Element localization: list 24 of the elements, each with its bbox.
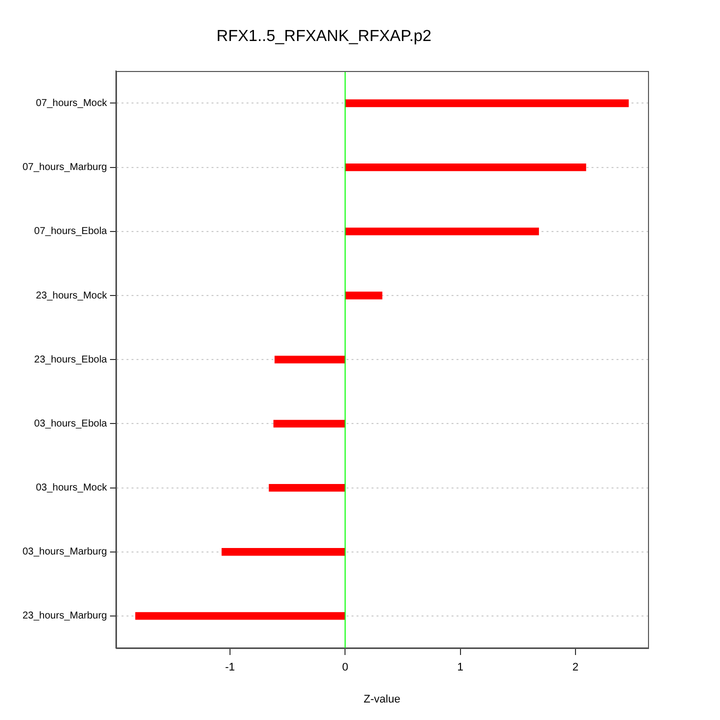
y-tick-label: 07_hours_Marburg bbox=[22, 162, 107, 174]
bar bbox=[135, 612, 345, 620]
bar bbox=[345, 228, 539, 236]
bar bbox=[222, 548, 345, 556]
y-tick-label: 03_hours_Ebola bbox=[34, 418, 108, 430]
y-tick-label: 07_hours_Mock bbox=[36, 98, 108, 109]
y-tick-label: 23_hours_Ebola bbox=[34, 354, 108, 366]
y-tick-label: 07_hours_Ebola bbox=[34, 226, 108, 238]
y-tick-label: 03_hours_Mock bbox=[36, 482, 108, 494]
bar bbox=[345, 164, 586, 172]
y-tick-label: 23_hours_Marburg bbox=[22, 610, 107, 622]
y-tick-label: 03_hours_Marburg bbox=[22, 546, 107, 558]
bar bbox=[273, 420, 345, 428]
x-tick-label: -1 bbox=[225, 662, 235, 674]
bar bbox=[268, 484, 345, 492]
x-axis-title: Z-value bbox=[364, 693, 400, 706]
chart-title: RFX1..5_RFXANK_RFXAP.p2 bbox=[216, 28, 432, 46]
bar bbox=[345, 292, 382, 300]
x-tick-label: 2 bbox=[572, 662, 579, 674]
bar bbox=[274, 356, 345, 364]
x-tick-label: 0 bbox=[342, 662, 348, 674]
bar bbox=[345, 99, 629, 108]
y-tick-label: 23_hours_Mock bbox=[36, 290, 108, 302]
x-tick-label: 1 bbox=[457, 662, 464, 674]
